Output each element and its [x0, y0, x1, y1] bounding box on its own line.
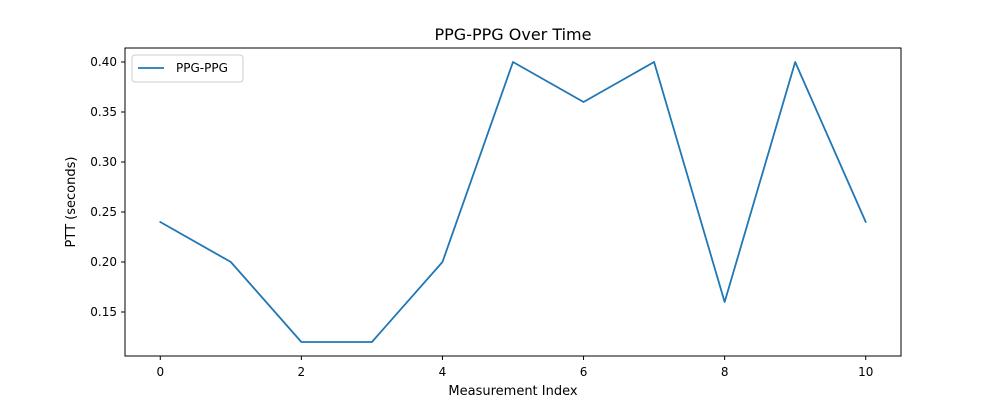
plot-area-frame — [124, 47, 902, 357]
x-tick-label: 10 — [858, 365, 873, 379]
x-tick-label: 2 — [298, 365, 306, 379]
y-tick-label: 0.15 — [90, 305, 117, 319]
y-tick-label: 0.35 — [90, 105, 117, 119]
y-axis-label: PTT (seconds) — [64, 157, 79, 248]
y-tick-label: 0.25 — [90, 205, 117, 219]
legend-label: PPG-PPG — [176, 61, 228, 75]
x-axis: 0 2 4 6 8 10 — [156, 356, 873, 379]
y-tick-label: 0.30 — [90, 155, 117, 169]
x-tick-label: 8 — [721, 365, 729, 379]
x-axis-label: Measurement Index — [448, 384, 577, 399]
y-axis: 0.15 0.20 0.25 0.30 0.35 0.40 — [90, 55, 125, 319]
x-tick-label: 6 — [580, 365, 588, 379]
series-layer — [159, 61, 867, 343]
y-tick-label: 0.40 — [90, 55, 117, 69]
legend-box — [131, 54, 244, 83]
series-line-0 — [159, 61, 867, 343]
legend: PPG-PPG — [131, 54, 244, 83]
x-tick-label: 0 — [156, 365, 164, 379]
chart-title: PPG-PPG Over Time — [435, 25, 592, 44]
y-tick-label: 0.20 — [90, 255, 117, 269]
x-tick-label: 4 — [439, 365, 447, 379]
